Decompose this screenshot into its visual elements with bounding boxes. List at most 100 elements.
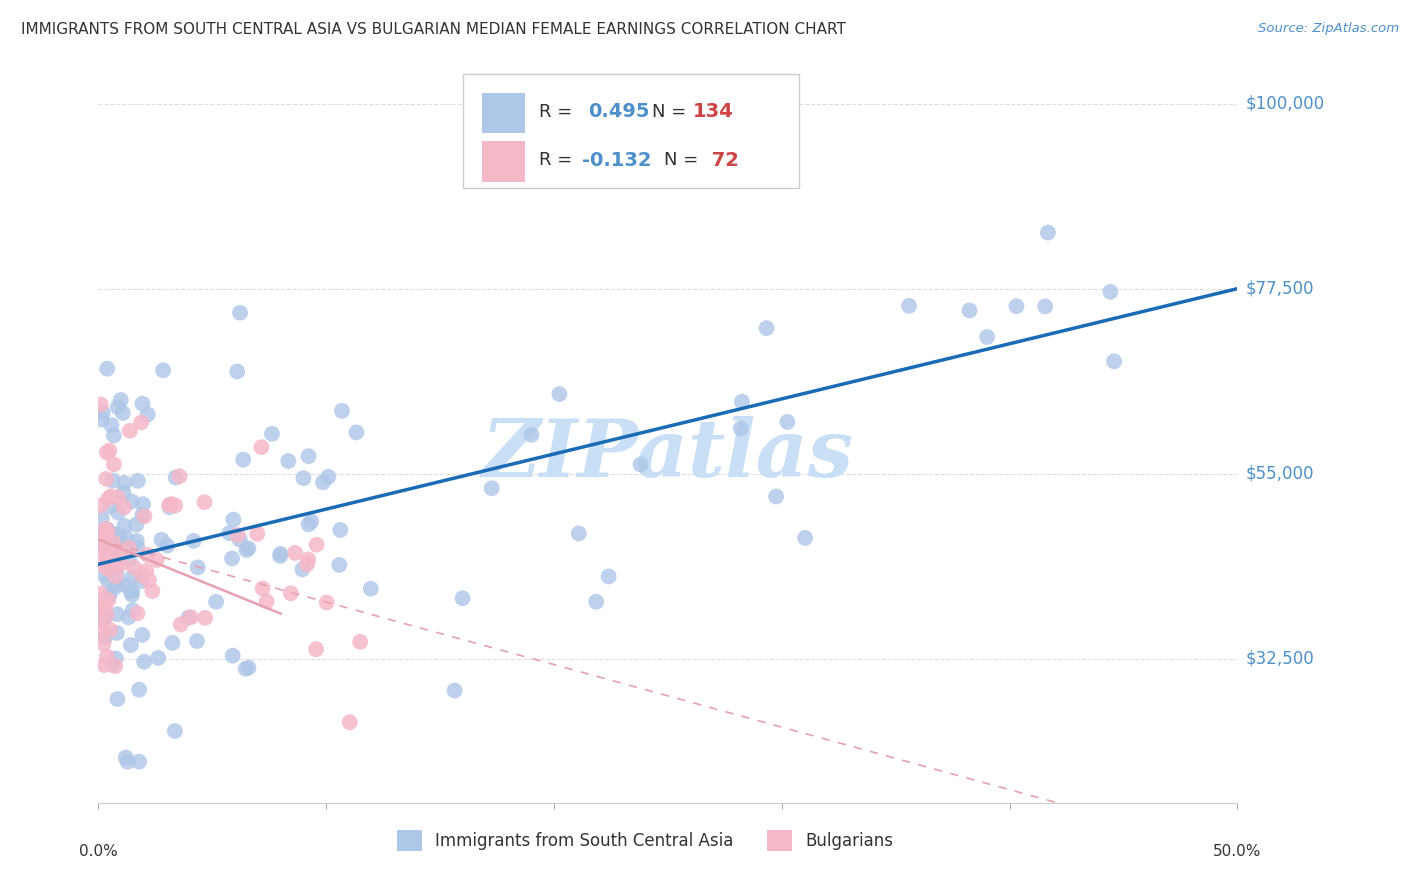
Point (90, 596, 112, 610)
Point (568, 526, 591, 541)
Point (315, 595, 337, 609)
Legend: Immigrants from South Central Asia, Bulgarians: Immigrants from South Central Asia, Bulg… (391, 823, 900, 857)
Point (329, 523, 352, 537)
Point (100, 489, 122, 503)
Point (110, 557, 132, 571)
Point (131, 574, 153, 588)
Point (94, 559, 117, 574)
Point (246, 526, 269, 541)
Point (91, 624, 114, 638)
Point (94, 599, 117, 614)
Point (90, 511, 112, 525)
Point (93, 536, 115, 550)
Point (97, 562, 120, 576)
Point (90, 613, 112, 627)
Point (121, 584, 143, 599)
Point (118, 424, 141, 438)
Point (112, 475, 135, 490)
Point (305, 642, 328, 657)
Point (141, 584, 163, 599)
Text: ZIPatlas: ZIPatlas (482, 416, 853, 493)
Point (103, 458, 125, 472)
Point (101, 657, 124, 672)
Point (186, 634, 208, 648)
Point (118, 553, 141, 567)
Point (755, 321, 778, 335)
Point (96, 552, 118, 566)
Point (360, 582, 382, 596)
Point (104, 651, 127, 665)
Point (97, 593, 120, 607)
Point (177, 610, 200, 624)
Point (94, 522, 117, 536)
Point (107, 491, 129, 505)
Point (107, 506, 129, 520)
Point (222, 648, 245, 663)
Point (548, 387, 571, 401)
Point (103, 551, 125, 566)
Point (98, 623, 121, 637)
Point (238, 661, 260, 675)
Point (194, 611, 217, 625)
Point (898, 299, 921, 313)
Point (312, 475, 335, 490)
Point (730, 421, 752, 435)
Point (110, 539, 132, 553)
Point (443, 683, 465, 698)
Point (328, 558, 350, 572)
Point (114, 750, 136, 764)
Point (765, 490, 787, 504)
Point (97, 491, 120, 506)
Point (100, 562, 122, 576)
Point (344, 425, 367, 440)
Point (90, 587, 112, 601)
Text: R =: R = (538, 152, 578, 169)
Point (90, 398, 112, 412)
Point (90, 499, 112, 513)
Bar (482, 93, 526, 134)
Point (959, 303, 981, 318)
Point (794, 531, 817, 545)
Point (297, 552, 319, 566)
Point (128, 755, 150, 769)
Point (169, 469, 191, 483)
Point (125, 534, 148, 549)
Point (90, 610, 112, 624)
Point (156, 539, 179, 553)
Point (94, 630, 117, 644)
Text: Source: ZipAtlas.com: Source: ZipAtlas.com (1258, 22, 1399, 36)
Point (90, 612, 112, 626)
Point (96, 445, 118, 459)
Point (120, 584, 142, 599)
Point (305, 538, 328, 552)
Point (776, 415, 799, 429)
Point (90, 545, 112, 559)
Point (598, 569, 620, 583)
Point (97, 591, 120, 605)
Point (108, 545, 131, 559)
Point (232, 452, 254, 467)
Point (91, 527, 114, 541)
Point (226, 365, 249, 379)
Point (187, 560, 209, 574)
Point (98, 500, 121, 514)
Point (520, 427, 543, 442)
Point (136, 408, 159, 422)
Point (121, 570, 143, 584)
Point (205, 595, 228, 609)
Point (1102, 354, 1125, 368)
Point (94, 536, 117, 550)
Point (193, 495, 215, 509)
Text: N =: N = (665, 152, 704, 169)
Point (121, 494, 143, 508)
Point (269, 547, 291, 561)
Point (170, 617, 193, 632)
Point (105, 607, 128, 622)
Point (136, 548, 159, 562)
Point (105, 566, 128, 581)
Point (349, 634, 371, 648)
Point (107, 400, 129, 414)
Point (96, 524, 118, 539)
Point (235, 543, 257, 558)
Point (284, 546, 307, 560)
